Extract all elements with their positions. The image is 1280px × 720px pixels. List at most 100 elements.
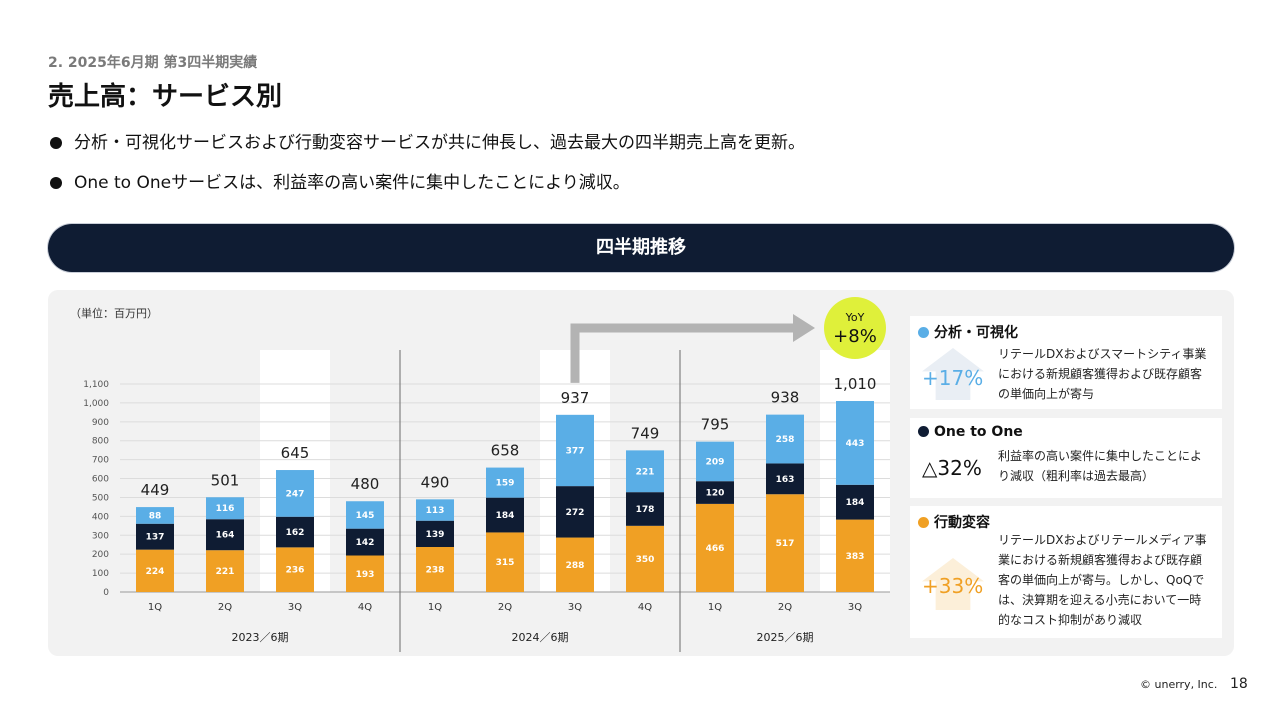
y-tick-label: 500 [92,493,109,503]
data-label: 209 [706,457,725,467]
data-label: 377 [566,446,585,456]
total-label: 937 [561,389,590,407]
bar-segment [556,414,594,487]
y-tick-label: 200 [92,550,109,560]
bar-segment [416,546,454,592]
bullet-list: 分析・可視化サービスおよび行動変容サービスが共に伸長し、過去最大の四半期売上高を… [48,132,805,212]
data-label: 466 [706,544,725,554]
data-label: 224 [146,567,165,577]
yoy-arrow-head [793,314,815,342]
data-label: 288 [566,561,585,571]
card-title: 分析・可視化 [918,322,1018,342]
x-tick-label: 2Q [218,602,232,613]
bar-segment [556,537,594,592]
x-tick-label: 1Q [148,602,162,613]
y-tick-label: 800 [92,437,109,447]
bar-segment [486,532,524,592]
data-label: 159 [496,479,515,489]
bar-segment [626,450,664,493]
card-title: 行動変容 [918,512,990,532]
data-label: 116 [216,504,235,514]
bar-segment [206,497,244,520]
unit-label: （単位：百万円） [70,306,158,320]
data-label: 517 [776,539,795,549]
data-label: 238 [426,565,445,575]
data-label: 163 [776,475,795,485]
legend-dot [918,426,929,437]
bar-segment [626,525,664,592]
data-label: 184 [846,498,865,508]
data-label: 350 [636,555,655,565]
total-label: 658 [491,442,520,460]
total-label: 795 [701,416,730,434]
total-label: 449 [141,481,170,499]
x-tick-label: 3Q [288,602,302,613]
bar-segment [836,401,874,485]
total-label: 501 [211,471,240,489]
bar-segment [836,484,874,520]
x-tick-label: 4Q [358,602,372,613]
data-label: 113 [426,506,445,516]
section-banner: 四半期推移 [48,224,1234,272]
bar-segment [696,441,734,482]
data-label: 137 [146,533,165,543]
bar-segment [766,414,804,464]
x-tick-label: 1Q [708,602,722,613]
bullet-item: 分析・可視化サービスおよび行動変容サービスが共に伸長し、過去最大の四半期売上高を… [48,132,805,172]
data-label: 236 [286,566,305,576]
data-label: 178 [636,505,655,515]
card-behavior-change: 行動変容 +33% リテールDXおよびリテールメディア事 業における新規顧客獲得お… [910,506,1222,638]
y-tick-label: 600 [92,475,109,485]
data-label: 221 [636,467,655,477]
bar-segment [136,549,174,592]
bar-segment [416,520,454,547]
data-label: 120 [706,489,725,499]
data-label: 315 [496,558,515,568]
bar-segment [276,470,314,517]
bar-segment [556,486,594,538]
y-tick-label: 900 [92,418,109,428]
bar-segment [626,492,664,526]
bar-segment [206,519,244,551]
data-label: 88 [149,511,162,521]
bar-segment [696,481,734,504]
data-label: 184 [496,511,515,521]
yoy-badge-value: +8% [833,326,877,347]
data-label: 193 [356,570,375,580]
bar-segment [486,497,524,533]
bar-segment [766,463,804,495]
card-title: One to One [918,424,1023,440]
x-tick-label: 2Q [498,602,512,613]
fiscal-year-label: 2025／6期 [757,631,814,644]
y-tick-label: 1,100 [83,380,109,390]
bar-segment [136,507,174,524]
card-percent: +17% [922,366,984,390]
bar-segment [276,516,314,548]
total-label: 1,010 [834,375,877,393]
bar-segment [276,547,314,592]
yoy-badge-label: YoY [845,311,865,324]
card-description: 利益率の高い案件に集中したことによ り減収（粗利率は過去最高） [998,449,1203,483]
data-label: 383 [846,552,865,562]
x-tick-label: 3Q [848,602,862,613]
bar-segment [346,528,384,556]
data-label: 272 [566,508,585,518]
bar-segment [486,467,524,498]
bar-segment [766,494,804,592]
bar-segment [136,523,174,550]
y-tick-label: 300 [92,531,109,541]
data-label: 164 [216,531,235,541]
y-tick-label: 100 [92,569,109,579]
card-percent: +33% [922,574,984,598]
copyright: © unerry, Inc. [1140,678,1218,691]
card-description: リテールDXおよびスマートシティ事業 における新規顧客獲得および既存顧客 の単価向上… [998,347,1207,401]
x-tick-label: 4Q [638,602,652,613]
bar-segment [836,519,874,592]
data-label: 247 [286,489,305,499]
data-label: 142 [356,538,375,548]
card-description: リテールDXおよびリテールメディア事 業における新規顧客獲得および既存顧 客の単価向… [998,533,1207,627]
fiscal-year-label: 2023／6期 [232,631,289,644]
fiscal-year-label: 2024／6期 [512,631,569,644]
total-label: 480 [351,475,380,493]
card-one-to-one: One to One △32% 利益率の高い案件に集中したことによ り減収（粗利率… [910,418,1222,498]
